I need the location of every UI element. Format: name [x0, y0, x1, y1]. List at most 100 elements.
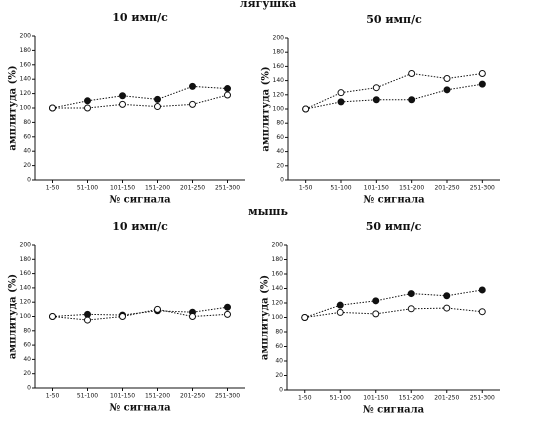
chart-title: 50 имп/с	[366, 220, 422, 233]
y-tick-label: 180	[273, 49, 285, 56]
y-tick-label: 120	[20, 90, 32, 97]
data-point	[478, 286, 486, 294]
chart-title: 10 имп/с	[112, 220, 168, 233]
group-title: мышь	[248, 205, 288, 218]
y-tick-label: 0	[27, 385, 31, 392]
y-tick-label: 100	[272, 314, 284, 321]
data-point	[224, 303, 231, 311]
y-tick-label: 160	[20, 270, 32, 277]
series-line	[52, 308, 228, 321]
y-tick-label: 80	[23, 327, 31, 334]
data-point	[154, 103, 161, 111]
y-tick-label: 40	[276, 148, 284, 155]
x-axis-label: № сигнала	[363, 195, 425, 206]
x-tick-label: 151-200	[145, 185, 170, 192]
y-tick-label: 0	[280, 177, 284, 184]
x-tick-label: 151-200	[399, 395, 424, 402]
y-tick-label: 140	[20, 284, 32, 291]
y-tick-label: 60	[23, 133, 31, 140]
x-tick-label: 51-100	[330, 395, 351, 402]
y-axis-label: амплитуда (%)	[8, 274, 19, 359]
y-tick-label: 20	[23, 370, 31, 377]
data-point	[372, 96, 380, 104]
y-tick-label: 200	[20, 242, 32, 249]
y-tick-label: 20	[276, 162, 284, 169]
x-tick-label: 51-100	[77, 185, 98, 192]
y-tick-label: 60	[23, 342, 31, 349]
data-point	[408, 96, 416, 104]
x-tick-label: 101-150	[364, 185, 389, 192]
series-line	[52, 85, 228, 109]
y-tick-label: 120	[273, 91, 285, 98]
x-tick-label: 1-50	[46, 185, 60, 192]
y-tick-label: 180	[20, 47, 32, 54]
y-tick-label: 180	[20, 256, 32, 263]
data-point	[84, 97, 91, 105]
data-point	[372, 297, 380, 305]
y-tick-label: 160	[272, 271, 284, 278]
y-tick-label: 200	[272, 242, 284, 249]
y-tick-label: 140	[20, 76, 32, 83]
x-tick-label: 1-50	[298, 395, 312, 402]
data-point	[301, 314, 309, 321]
x-tick-label: 151-200	[145, 393, 170, 400]
y-tick-label: 100	[20, 105, 32, 112]
x-tick-label: 151-200	[399, 185, 424, 192]
series-line	[305, 72, 483, 110]
y-tick-label: 100	[20, 313, 32, 320]
data-point	[119, 92, 126, 100]
y-axis-label: амплитуда (%)	[261, 66, 272, 151]
data-point	[119, 100, 126, 108]
data-point	[224, 310, 231, 318]
x-tick-label: 1-50	[299, 185, 313, 192]
y-axis-label: амплитуда (%)	[260, 275, 271, 360]
x-tick-label: 1-50	[46, 393, 60, 400]
data-point	[408, 70, 416, 77]
x-axis-label: № сигнала	[363, 405, 425, 416]
data-point	[372, 84, 380, 92]
y-tick-label: 40	[275, 358, 283, 365]
y-tick-label: 140	[272, 285, 284, 292]
data-point	[224, 91, 231, 99]
y-axis-label: амплитуда (%)	[8, 65, 19, 150]
chart-title: 10 имп/с	[112, 11, 168, 24]
chart-title: 50 имп/с	[366, 13, 422, 26]
y-tick-label: 200	[273, 35, 285, 42]
x-tick-label: 51-100	[330, 185, 351, 192]
data-point	[154, 305, 161, 313]
x-tick-label: 251-300	[470, 395, 495, 402]
series-line	[304, 307, 483, 318]
data-point	[189, 100, 196, 108]
y-tick-label: 20	[23, 162, 31, 169]
y-tick-label: 200	[20, 33, 32, 40]
series-line	[52, 94, 228, 109]
x-tick-label: 101-150	[363, 395, 388, 402]
data-point	[84, 310, 91, 318]
x-axis-label: № сигнала	[109, 403, 171, 414]
x-tick-label: 201-250	[434, 185, 459, 192]
data-point	[84, 104, 91, 112]
series-line	[52, 306, 228, 317]
data-point	[337, 98, 345, 106]
y-tick-label: 100	[273, 106, 285, 113]
series-line	[305, 83, 483, 110]
data-point	[84, 316, 91, 324]
y-tick-label: 160	[20, 61, 32, 68]
x-tick-label: 251-300	[215, 185, 240, 192]
data-point	[478, 308, 486, 316]
x-tick-label: 201-250	[434, 395, 459, 402]
x-tick-label: 251-300	[215, 393, 240, 400]
data-point	[336, 308, 344, 316]
y-tick-label: 60	[275, 343, 283, 350]
data-point	[189, 313, 196, 320]
data-point	[49, 313, 56, 320]
y-tick-label: 140	[273, 77, 285, 84]
y-tick-label: 0	[27, 177, 31, 184]
data-point	[372, 310, 380, 318]
y-tick-label: 20	[275, 372, 283, 379]
data-point	[336, 301, 344, 309]
x-tick-label: 51-100	[77, 393, 98, 400]
y-tick-label: 60	[276, 134, 284, 141]
y-tick-label: 80	[23, 119, 31, 126]
